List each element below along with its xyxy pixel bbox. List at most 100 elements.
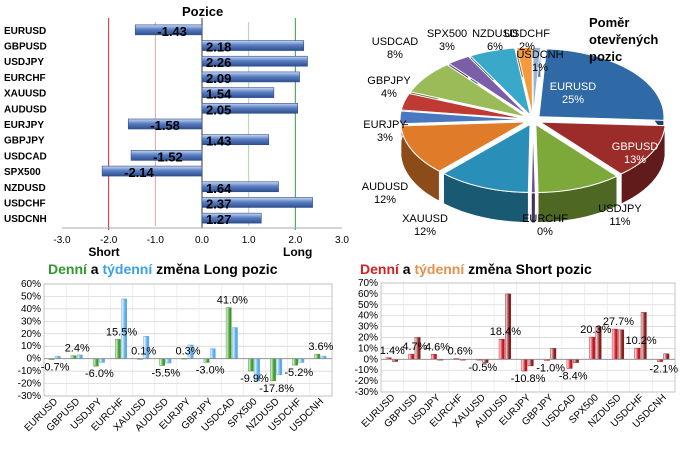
bar-denn--usdchf xyxy=(292,358,299,366)
value-label-audusd: 2.05 xyxy=(206,102,231,117)
bar-denn--usdjpy xyxy=(430,354,437,360)
y-tick-7: 40% xyxy=(21,304,41,315)
data-label-gbpjpy: -3.0% xyxy=(196,364,225,376)
category-label-usdchf: USDCHF xyxy=(4,198,46,209)
bar-denn--eurjpy xyxy=(521,359,528,372)
data-label-usdchf: -5.2% xyxy=(284,367,313,379)
bar-t-denn--audusd xyxy=(165,358,172,364)
short-changes-title: Denní a týdenní změna Short pozic xyxy=(360,261,592,277)
pie-label-name-eurchf: EURCHF xyxy=(522,213,568,225)
title-rest: změna Long pozic xyxy=(152,261,278,277)
data-label-audusd: 18.4% xyxy=(490,326,521,338)
x-tick-6: 3.0 xyxy=(335,235,349,246)
value-label-xauusd: 1.54 xyxy=(206,87,232,102)
y-tick-0: -30% xyxy=(355,387,378,398)
data-label-eurjpy: 0.3% xyxy=(175,345,200,357)
bar-t-denn--gbpusd xyxy=(76,354,83,359)
value-label-nzdusd: 1.64 xyxy=(206,181,232,196)
bar-xauusd xyxy=(201,87,275,98)
value-label-gbpjpy: 1.43 xyxy=(206,134,231,149)
pie-label-name-nzdusd: NZDUSD xyxy=(472,28,518,40)
pie-slice-nzdusd xyxy=(469,47,532,118)
value-label-usdcnh: 1.27 xyxy=(206,212,231,227)
open-positions-pie: EURUSD 25% GBPUSD 13% USDJPY 11% EURCHF 0% XAUUS… xyxy=(355,0,680,262)
data-label-gbpusd: 4.7% xyxy=(402,341,427,353)
bar-gbpjpy xyxy=(201,134,270,145)
bar-denn--usdjpy xyxy=(92,358,99,367)
category-label-nzdusd: NZDUSD xyxy=(4,183,46,194)
pie-label-name-usdchf: USDCHF xyxy=(504,28,550,40)
value-label-usdjpy: 2.26 xyxy=(206,55,231,70)
category-label-usdcnh: USDCNH xyxy=(4,214,47,225)
long-label: Long xyxy=(283,245,312,259)
y-tick-8: 50% xyxy=(21,291,41,302)
pie-slice-spx500 xyxy=(447,55,529,117)
pie-slice-usdcnh xyxy=(532,46,542,116)
pie-title-line-3: pozic xyxy=(589,49,623,64)
bar-usdcad xyxy=(130,150,203,161)
bar-denn--nzdusd xyxy=(270,358,276,382)
title-and: a xyxy=(86,261,103,277)
bar-usdchf xyxy=(201,197,313,208)
y-tick-0: -30% xyxy=(18,391,41,402)
pie-label-pct-eurchf: 0% xyxy=(537,226,553,238)
category-label-xauusd: XAUUSD xyxy=(4,89,46,100)
title-daily: Denní xyxy=(360,261,399,277)
pie-label-pct-spx500: 3% xyxy=(439,41,455,53)
y-tick-9: 60% xyxy=(358,289,378,300)
pie-label-name-xauusd: XAUUSD xyxy=(402,213,448,225)
plot-frame xyxy=(43,283,333,397)
bar-gbpusd xyxy=(201,40,305,51)
bar-audusd xyxy=(201,103,298,114)
pie-slice-usdjpy xyxy=(535,123,618,193)
value-label-gbpusd: 2.18 xyxy=(206,40,231,55)
bar-t-denn--usdjpy xyxy=(99,358,105,363)
pie-label-name-audusd: AUDUSD xyxy=(362,181,409,193)
pie-slice-usdchf xyxy=(515,46,533,116)
bar-denn--gbpusd xyxy=(70,355,77,359)
category-label-gbpjpy: GBPJPY xyxy=(4,136,45,147)
data-label-xauusd: -0.5% xyxy=(468,362,497,374)
title-rest: změna Short pozic xyxy=(464,261,592,277)
data-label-usdjpy: -6.0% xyxy=(85,368,114,380)
short-label: Short xyxy=(88,245,119,259)
bar-t-denn--usdcad xyxy=(572,359,579,363)
bar-denn--usdcad xyxy=(225,307,232,359)
x-tick-3: 0.0 xyxy=(195,235,209,246)
data-label-gbpjpy: -1.0% xyxy=(536,362,565,374)
pie-slice-gbpjpy xyxy=(400,92,526,120)
y-tick-4: 10% xyxy=(358,343,378,354)
category-label-eurjpy: EURJPY xyxy=(4,120,44,131)
x-tick-2: -1.0 xyxy=(147,235,165,246)
pie-label-name-usdcnh: USDCNH xyxy=(516,49,563,61)
data-label-usdjpy: 4.6% xyxy=(425,341,450,353)
bar-t-denn--nzdusd xyxy=(276,358,283,376)
bar-denn--gbpjpy xyxy=(203,358,210,363)
pie-label-pct-usdcnh: 1% xyxy=(532,62,548,74)
y-tick-8: 50% xyxy=(358,300,378,311)
pie-label-name-spx500: SPX500 xyxy=(427,28,467,40)
y-tick-5: 20% xyxy=(21,329,41,340)
category-label-usdjpy: USDJPY xyxy=(4,57,44,68)
category-label-eurusd: EURUSD xyxy=(4,26,46,37)
title-weekly: týdenní xyxy=(414,261,465,277)
data-label-gbpusd: 2.4% xyxy=(65,343,90,355)
y-tick-1: -20% xyxy=(355,376,378,387)
y-tick-1: -20% xyxy=(18,379,41,390)
bar-t-denn--usdchf xyxy=(298,358,305,363)
category-label-spx500: SPX500 xyxy=(4,167,41,178)
y-tick-5: 20% xyxy=(358,333,378,344)
data-label-eurchf: 15.5% xyxy=(106,326,137,338)
bar-denn--usdcad xyxy=(566,359,573,369)
pie-slice-eurjpy xyxy=(399,110,526,125)
data-label-usdcad: -8.4% xyxy=(559,370,588,382)
value-label-usdchf: 2.37 xyxy=(206,196,231,211)
long-changes-title: Denní a týdenní změna Long pozic xyxy=(48,261,277,277)
bar-t-denn--eurjpy xyxy=(527,359,534,367)
data-label-eurusd: -0.7% xyxy=(41,362,70,374)
bar-t-denn--usdcnh xyxy=(663,353,670,360)
y-tick-2: -10% xyxy=(18,366,41,377)
data-label-nzdusd: -17.8% xyxy=(259,383,294,395)
bar-nzdusd xyxy=(201,181,279,193)
y-tick-10: 70% xyxy=(358,278,378,289)
